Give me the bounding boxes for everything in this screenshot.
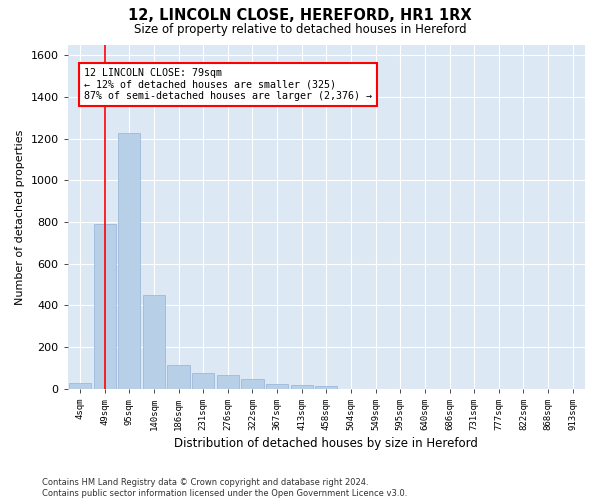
Bar [217,375,239,389]
Y-axis label: Number of detached properties: Number of detached properties [15,129,25,304]
Bar [94,224,116,389]
Text: 12 LINCOLN CLOSE: 79sqm
← 12% of detached houses are smaller (325)
87% of semi-d: 12 LINCOLN CLOSE: 79sqm ← 12% of detache… [85,68,373,101]
Bar [290,385,313,389]
X-axis label: Distribution of detached houses by size in Hereford: Distribution of detached houses by size … [175,437,478,450]
Bar [315,386,337,389]
Bar [167,366,190,389]
Text: Contains HM Land Registry data © Crown copyright and database right 2024.
Contai: Contains HM Land Registry data © Crown c… [42,478,407,498]
Text: Size of property relative to detached houses in Hereford: Size of property relative to detached ho… [134,22,466,36]
Bar [69,382,91,389]
Bar [192,372,214,389]
Bar [118,132,140,389]
Text: 12, LINCOLN CLOSE, HEREFORD, HR1 1RX: 12, LINCOLN CLOSE, HEREFORD, HR1 1RX [128,8,472,22]
Bar [266,384,288,389]
Bar [143,295,165,389]
Bar [241,380,263,389]
